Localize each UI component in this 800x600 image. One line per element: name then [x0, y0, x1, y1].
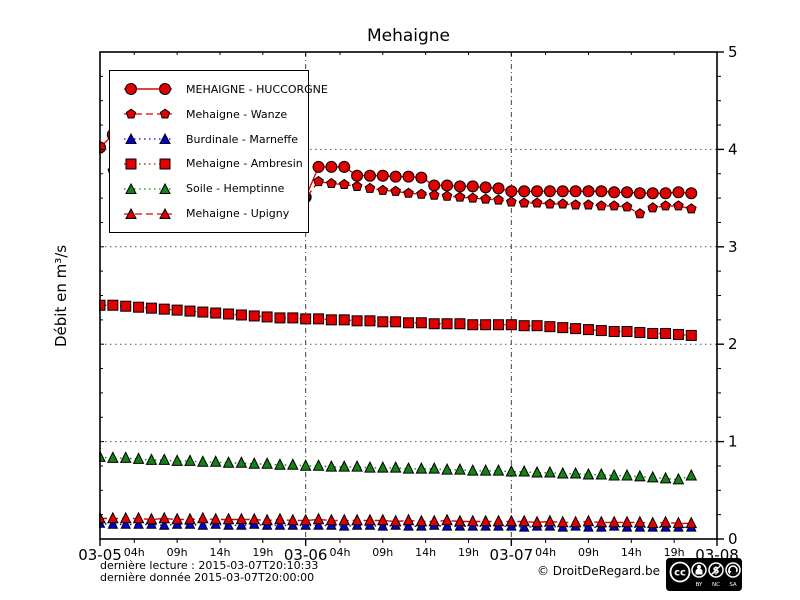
x-tick-label: 03-07 — [490, 546, 534, 564]
last-reading-text: dernière lecture : 2015-03-07T20:10:33 — [100, 559, 319, 572]
cc-sa-label: SA — [729, 582, 737, 588]
x-minor-tick-label: 19h — [458, 546, 479, 559]
x-minor-tick-label: 19h — [252, 546, 273, 559]
series-4 — [99, 450, 698, 485]
legend-label: Soile - Hemptinne — [186, 182, 285, 196]
cc-nc-icon: $ — [708, 562, 724, 578]
x-minor-tick-label: 19h — [664, 546, 685, 559]
y-axis-label: Débit en m³/s — [52, 244, 70, 347]
x-minor-tick-label: 14h — [209, 546, 230, 559]
svg-text:cc: cc — [674, 568, 686, 579]
cc-icon: cc — [669, 561, 691, 583]
legend-sample-triangle-dashed-red — [124, 207, 172, 219]
y-tick-label: 5 — [728, 43, 738, 61]
legend-item-marneffe: Burdinale - Marneffe — [120, 129, 308, 149]
x-minor-tick-label: 09h — [167, 546, 188, 559]
gridlines — [100, 52, 717, 539]
x-minor-tick-label: 04h — [329, 546, 350, 559]
x-tick-label: 03-06 — [284, 546, 328, 564]
series-3 — [99, 299, 697, 341]
x-minor-tick-label: 04h — [535, 546, 556, 559]
cc-by-icon — [691, 562, 707, 578]
x-minor-tick-label: 14h — [621, 546, 642, 559]
legend-item-wanze: Mehaigne - Wanze — [120, 104, 308, 124]
last-data-text: dernière donnée 2015-03-07T20:00:00 — [100, 571, 315, 584]
cc-sa-icon — [725, 562, 741, 578]
x-minor-tick-label: 09h — [578, 546, 599, 559]
legend-sample-triangle-dotted-blue — [124, 132, 172, 145]
legend-label: Mehaigne - Upigny — [186, 207, 290, 221]
legend-item-upigny: Mehaigne - Upigny — [120, 204, 308, 224]
series-5 — [99, 511, 698, 529]
legend-sample-pentagon-dashed — [124, 108, 172, 119]
cc-license-badge: cc $ BY NC SA — [666, 558, 742, 591]
legend-item-ambresin: Mehaigne - Ambresin — [120, 154, 308, 174]
legend-sample-square-dotted-red — [124, 158, 172, 170]
x-minor-tick-label: 09h — [372, 546, 393, 559]
chart-title: Mehaigne — [366, 26, 451, 46]
legend-label: MEHAIGNE - HUCCORGNE — [186, 82, 328, 96]
x-tick-label: 03-05 — [78, 546, 122, 564]
legend-sample-triangle-dotted-green — [124, 182, 172, 194]
x-minor-tick-label: 04h — [124, 546, 145, 559]
svg-text:$: $ — [713, 566, 720, 577]
y-tick-label: 1 — [728, 433, 738, 451]
copyright-text: © DroitDeRegard.be — [536, 564, 660, 578]
y-tick-label: 0 — [728, 530, 738, 548]
legend-label: Mehaigne - Ambresin — [186, 157, 303, 171]
x-minor-tick-label: 14h — [415, 546, 436, 559]
cc-by-label: BY — [696, 582, 703, 588]
y-tick-label: 2 — [728, 335, 738, 353]
legend-sample-circle-solid — [124, 83, 172, 96]
cc-nc-label: NC — [712, 582, 720, 588]
legend-item-huccorgne: MEHAIGNE - HUCCORGNE — [120, 79, 328, 99]
y-tick-label: 3 — [728, 238, 738, 256]
legend-label: Mehaigne - Wanze — [186, 107, 288, 121]
y-tick-label: 4 — [728, 140, 738, 158]
legend-item-hemptinne: Soile - Hemptinne — [120, 179, 308, 199]
legend-label: Burdinale - Marneffe — [186, 132, 299, 146]
legend: MEHAIGNE - HUCCORGNE Mehaigne - Wanze Bu… — [109, 70, 328, 233]
